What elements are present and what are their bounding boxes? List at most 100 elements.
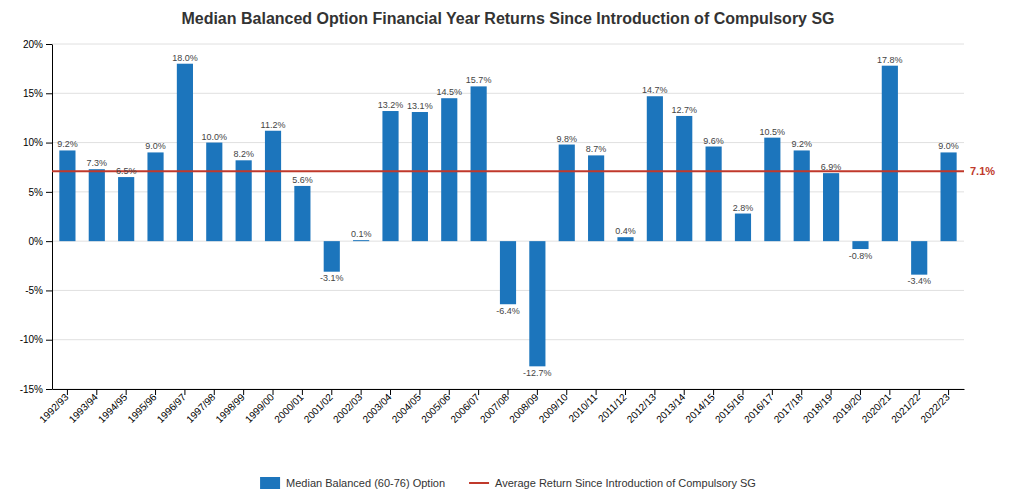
x-tick: 2004/05	[390, 389, 424, 425]
x-tick-label: 2008/09	[507, 391, 541, 425]
chart: -15%-10%-5%0%5%10%15%20%1992/931993/9419…	[0, 0, 1024, 501]
y-tick: 0%	[29, 236, 52, 247]
average-label: 7.1%	[970, 165, 995, 177]
x-tick-mark	[625, 389, 626, 395]
bar	[706, 147, 722, 242]
data-label: -0.8%	[849, 251, 873, 261]
x-tick-mark	[889, 389, 890, 395]
y-tick-mark	[46, 93, 52, 94]
x-tick-label: 2002/03	[331, 391, 365, 425]
x-tick: 2009/10	[537, 389, 571, 425]
x-tick-label: 2006/07	[448, 391, 482, 425]
bar	[89, 169, 105, 241]
x-tick-mark	[948, 389, 949, 395]
data-label: 0.1%	[351, 229, 372, 239]
legend-swatch	[469, 482, 489, 484]
bar	[294, 186, 310, 241]
data-label: 9.8%	[556, 134, 577, 144]
bar	[500, 241, 516, 304]
x-tick-label: 1998/99	[213, 391, 247, 425]
x-tick: 2008/09	[507, 389, 541, 425]
data-label: 6.9%	[821, 162, 842, 172]
x-tick: 1993/94	[67, 389, 101, 425]
x-tick-label: 2009/10	[537, 391, 571, 425]
x-tick: 2003/04	[360, 389, 394, 425]
x-tick-label: 1992/93	[37, 391, 71, 425]
x-tick-label: 2013/14	[654, 391, 688, 425]
grid	[52, 44, 964, 389]
x-tick-label: 2003/04	[360, 391, 394, 425]
x-tick-mark	[508, 389, 509, 395]
bar	[852, 241, 868, 249]
data-label: 7.3%	[87, 158, 108, 168]
x-tick-mark	[184, 389, 185, 395]
x-tick-mark	[831, 389, 832, 395]
x-tick-mark	[449, 389, 450, 395]
y-tick: -10%	[20, 334, 52, 345]
y-axis-line	[52, 45, 53, 390]
x-tick: 2012/13	[625, 389, 659, 425]
grid-line	[52, 339, 964, 340]
x-tick-label: 2007/08	[478, 391, 512, 425]
bar	[559, 145, 575, 242]
y-tick: 15%	[23, 88, 52, 99]
x-tick-label: 2014/15	[683, 391, 717, 425]
x-tick-label: 2011/12	[596, 391, 629, 424]
x-tick-label: 2001/02	[302, 391, 336, 425]
marks	[52, 64, 964, 367]
x-tick: 2016/17	[742, 389, 776, 425]
x-tick: 2018/19	[801, 389, 835, 425]
bar	[147, 152, 163, 241]
bars	[59, 64, 956, 367]
x-tick: 2002/03	[331, 389, 365, 425]
x-tick-label: 2000/01	[272, 391, 306, 425]
x-tick-label: 1994/95	[96, 391, 130, 425]
y-tick-label: 20%	[23, 39, 43, 50]
bar	[676, 116, 692, 241]
y-tick-mark	[46, 192, 52, 193]
plot: -15%-10%-5%0%5%10%15%20%1992/931993/9419…	[20, 39, 996, 425]
data-label: 5.6%	[292, 175, 313, 185]
bar	[59, 150, 75, 241]
x-tick: 2013/14	[654, 389, 688, 425]
x-tick-mark	[801, 389, 802, 395]
x-tick-mark	[713, 389, 714, 395]
data-label: 18.0%	[172, 53, 198, 63]
x-tick: 2022/23	[918, 389, 952, 425]
x-tick: 2011/12	[596, 389, 629, 424]
y-tick-mark	[46, 44, 52, 45]
x-tick-mark	[155, 389, 156, 395]
bar	[764, 138, 780, 242]
x-tick: 2001/02	[302, 389, 336, 425]
y-tick: 20%	[23, 39, 52, 50]
bar	[206, 143, 222, 242]
x-tick-label: 2005/06	[419, 391, 453, 425]
x-axis: 1992/931993/941994/951995/961996/971997/…	[37, 389, 964, 425]
x-tick-label: 2012/13	[625, 391, 659, 425]
data-label: 17.8%	[877, 55, 903, 65]
data-label: 9.2%	[57, 139, 78, 149]
y-tick-label: -15%	[20, 384, 43, 395]
x-tick: 2000/01	[272, 389, 306, 425]
x-tick-label: 1997/98	[184, 391, 218, 425]
bar	[412, 112, 428, 241]
data-label: 9.6%	[703, 136, 724, 146]
x-tick-mark	[126, 389, 127, 395]
data-label: 14.7%	[642, 85, 668, 95]
bar	[735, 214, 751, 242]
data-label: 12.7%	[671, 105, 697, 115]
y-tick-mark	[46, 241, 52, 242]
x-tick-mark	[243, 389, 244, 395]
x-tick: 2017/18	[772, 389, 806, 425]
x-tick: 2010/11	[566, 389, 599, 424]
x-tick: 1994/95	[96, 389, 130, 425]
bar	[882, 66, 898, 241]
y-tick-label: 10%	[23, 137, 43, 148]
x-tick-mark	[684, 389, 685, 395]
data-label: 13.2%	[378, 100, 404, 110]
x-tick: 2015/16	[713, 389, 747, 425]
bar	[382, 111, 398, 241]
x-tick-label: 2022/23	[918, 391, 952, 425]
bar	[617, 237, 633, 241]
x-tick-label: 2019/20	[830, 391, 864, 425]
